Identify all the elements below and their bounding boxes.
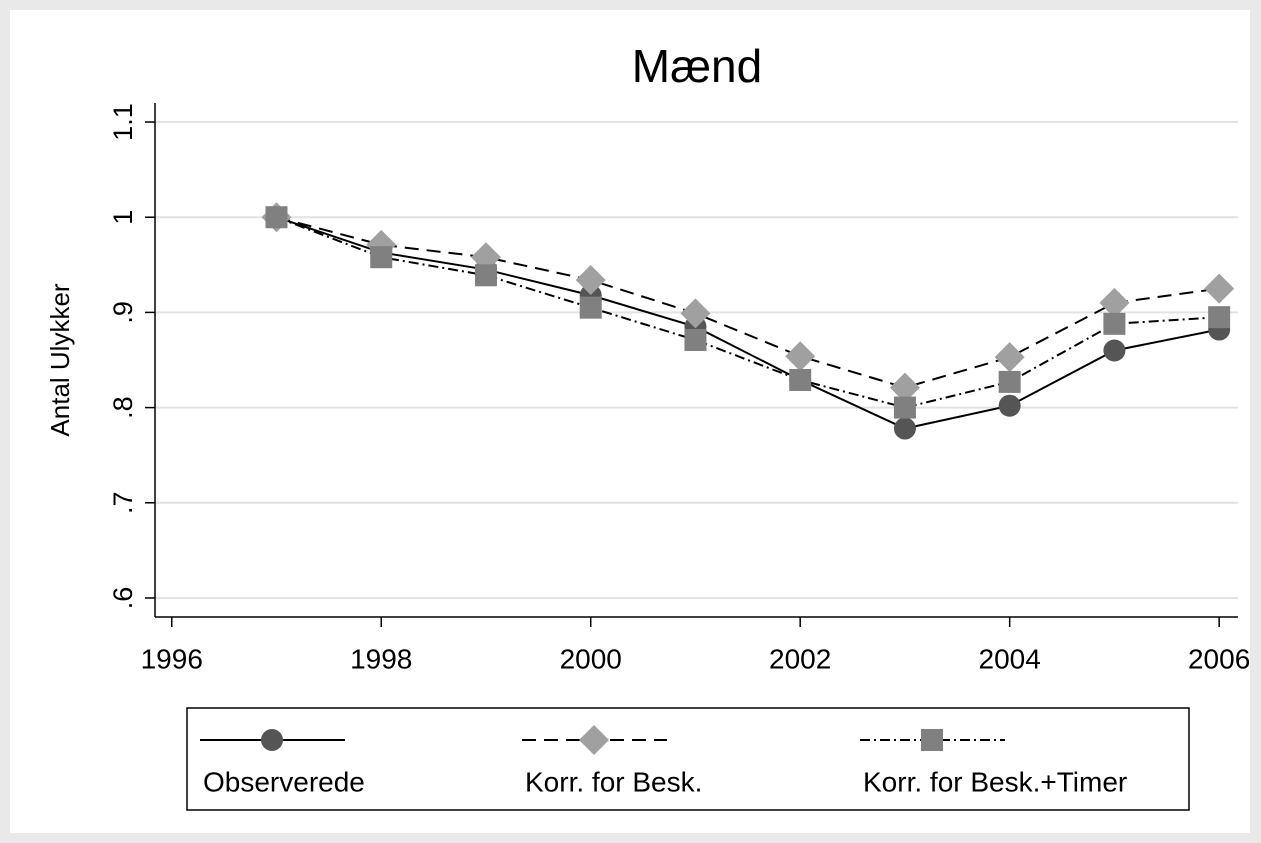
marker [370,246,393,269]
y-tick-label: 1.1 [108,103,138,141]
legend-label: Observerede [203,766,365,797]
marker [575,265,606,296]
marker [1208,306,1231,329]
marker [889,372,920,403]
marker [994,342,1025,373]
marker [265,206,288,229]
marker [893,396,916,419]
legend-label: Korr. for Besk.+Timer [863,766,1127,797]
series-line [276,216,1220,430]
x-tick-label: 2006 [1188,643,1250,674]
legend-marker [579,725,609,755]
x-tick-label: 2000 [560,643,622,674]
legend-box [186,707,1190,811]
marker [684,329,707,352]
y-tick-label: .9 [108,301,138,324]
legend-marker [261,729,283,751]
marker [474,264,497,287]
y-tick-label: .6 [108,587,138,610]
y-tick-label: .7 [108,492,138,515]
chart-title: Mænd [632,40,762,92]
x-tick-label: 2004 [979,643,1041,674]
marker [998,370,1021,393]
graph-background [10,10,1250,833]
marker [785,341,816,372]
series-line [276,216,1220,389]
marker [1099,287,1130,318]
x-tick-label: 1998 [350,643,412,674]
marker [1103,339,1126,362]
marker [998,394,1021,417]
marker [1204,273,1235,304]
x-tick-label: 2002 [769,643,831,674]
marker [789,368,812,391]
legend-label: Korr. for Besk. [525,766,702,797]
marker [1103,312,1126,335]
series-line [276,216,1220,409]
legend-marker [921,729,943,751]
y-tick-label: .8 [108,396,138,419]
x-tick-label: 1996 [141,643,203,674]
marker [893,417,916,440]
marker [579,296,602,319]
y-axis-title: Antal Ulykker [45,283,75,436]
y-tick-label: 1 [108,210,138,225]
marker [680,298,711,329]
